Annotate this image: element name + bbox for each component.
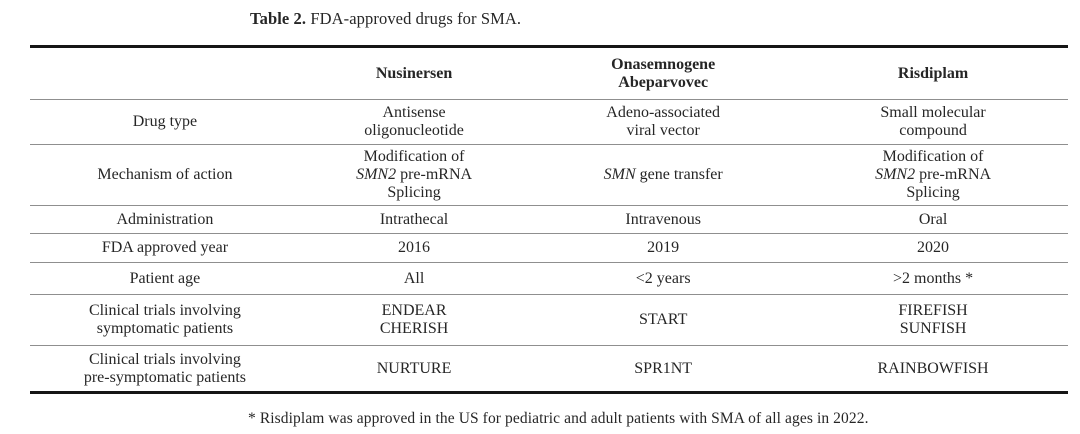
- table-row-presymptomatic-trials: Clinical trials involving pre-symptomati…: [30, 346, 1068, 393]
- cell-administration-risdiplam: Oral: [798, 205, 1068, 234]
- cell-symptomatic-onasemnogene: START: [528, 294, 799, 346]
- cell-patient-age-onasemnogene: <2 years: [528, 262, 799, 295]
- table-footnote: * Risdiplam was approved in the US for p…: [248, 410, 869, 427]
- cell-mechanism-nusinersen: Modification of SMN2 pre-mRNA Splicing: [299, 144, 529, 206]
- fda-drugs-table: Nusinersen Onasemnogene Abeparvovec Risd…: [30, 45, 1068, 394]
- cell-fda-year-risdiplam: 2020: [798, 233, 1068, 263]
- cell-drug-type-nusinersen: Antisense oligonucleotide: [299, 99, 529, 145]
- header-risdiplam: Risdiplam: [798, 46, 1068, 100]
- cell-mechanism-risdiplam: Modification of SMN2 pre-mRNA Splicing: [798, 144, 1068, 206]
- table-row-administration: Administration Intrathecal Intravenous O…: [30, 205, 1068, 234]
- header-onasemnogene-abeparvovec: Onasemnogene Abeparvovec: [528, 46, 799, 100]
- table-header-row: Nusinersen Onasemnogene Abeparvovec Risd…: [30, 46, 1068, 100]
- table-row-patient-age: Patient age All <2 years >2 months *: [30, 262, 1068, 295]
- table-caption-text: FDA-approved drugs for SMA.: [310, 9, 522, 28]
- header-empty-cell: [30, 46, 300, 100]
- cell-patient-age-nusinersen: All: [299, 262, 529, 295]
- gene-symbol-smn2: SMN2: [875, 166, 916, 184]
- cell-mechanism-onasemnogene: SMN gene transfer: [528, 144, 799, 206]
- cell-presymptomatic-onasemnogene: SPR1NT: [634, 359, 693, 377]
- cell-drug-type-risdiplam: Small molecular compound: [798, 99, 1068, 145]
- cell-symptomatic-risdiplam: FIREFISH SUNFISH: [798, 294, 1068, 346]
- row-label-fda-year: FDA approved year: [30, 233, 300, 263]
- gene-symbol-smn: SMN: [603, 166, 636, 184]
- table-row-drug-type: Drug type Antisense oligonucleotide Aden…: [30, 99, 1068, 145]
- cell-fda-year-nusinersen: 2016: [299, 233, 529, 263]
- cell-patient-age-risdiplam: >2 months *: [798, 262, 1068, 295]
- row-label-presymptomatic-trials: Clinical trials involving pre-symptomati…: [83, 350, 247, 386]
- cell-symptomatic-nusinersen: ENDEAR CHERISH: [299, 294, 529, 346]
- header-nusinersen: Nusinersen: [299, 46, 529, 100]
- cell-presymptomatic-nusinersen: NURTURE: [376, 359, 452, 377]
- row-label-drug-type: Drug type: [30, 99, 300, 145]
- cell-administration-onasemnogene: Intravenous: [528, 205, 799, 234]
- row-label-patient-age: Patient age: [30, 262, 300, 295]
- row-label-administration: Administration: [30, 205, 300, 234]
- gene-symbol-smn2: SMN2: [356, 166, 397, 184]
- row-label-symptomatic-trials: Clinical trials involving symptomatic pa…: [30, 294, 300, 346]
- table-row-mechanism: Mechanism of action Modification of SMN2…: [30, 144, 1068, 206]
- table-caption: Table 2. FDA-approved drugs for SMA.: [250, 9, 521, 29]
- cell-fda-year-onasemnogene: 2019: [528, 233, 799, 263]
- cell-drug-type-onasemnogene: Adeno-associated viral vector: [528, 99, 799, 145]
- table-caption-number: Table 2.: [250, 9, 307, 28]
- table-row-symptomatic-trials: Clinical trials involving symptomatic pa…: [30, 294, 1068, 346]
- cell-presymptomatic-risdiplam: RAINBOWFISH: [877, 359, 989, 377]
- table-row-fda-year: FDA approved year 2016 2019 2020: [30, 233, 1068, 263]
- cell-administration-nusinersen: Intrathecal: [299, 205, 529, 234]
- row-label-mechanism: Mechanism of action: [30, 144, 300, 206]
